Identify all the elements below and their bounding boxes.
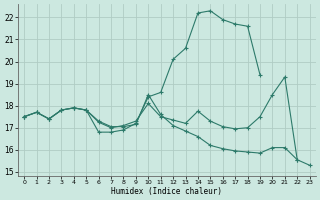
X-axis label: Humidex (Indice chaleur): Humidex (Indice chaleur) (111, 187, 222, 196)
